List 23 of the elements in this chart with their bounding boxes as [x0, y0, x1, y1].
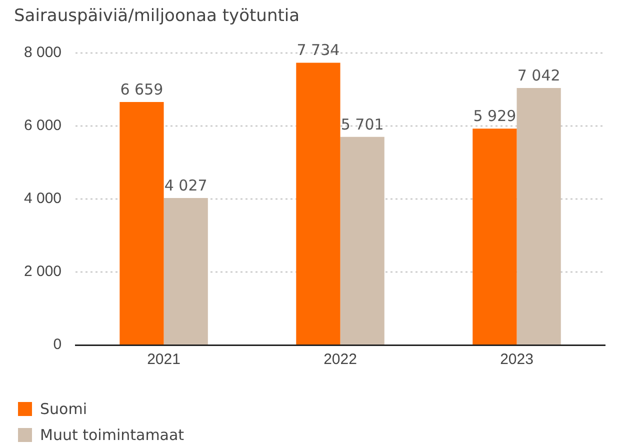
bar	[120, 102, 164, 344]
bar	[296, 62, 340, 344]
legend-label: Muut toimintamaat	[40, 426, 184, 444]
y-tick-label: 2 000	[24, 263, 62, 280]
data-label: 5 701	[340, 115, 384, 134]
y-tick-label: 0	[53, 336, 62, 354]
bar	[164, 198, 208, 344]
y-tick-label: 8 000	[24, 44, 62, 62]
y-tick-label: 4 000	[24, 190, 62, 208]
bar	[340, 136, 384, 344]
x-tick-label: 2021	[147, 351, 180, 368]
x-tick-label: 2023	[500, 351, 534, 368]
bar	[516, 88, 561, 344]
x-tick-label: 2022	[324, 351, 357, 368]
data-label: 6 659	[120, 80, 164, 98]
data-label: 4 027	[164, 176, 208, 194]
data-label: 7 042	[517, 66, 560, 84]
data-label: 7 734	[296, 41, 340, 60]
data-label: 5 929	[473, 106, 516, 125]
y-tick-label: 6 000	[24, 117, 62, 134]
chart-title: Sairauspäiviä/miljoonaa työtuntia	[14, 6, 300, 26]
bar	[472, 128, 517, 344]
legend-label: Suomi	[40, 400, 87, 418]
